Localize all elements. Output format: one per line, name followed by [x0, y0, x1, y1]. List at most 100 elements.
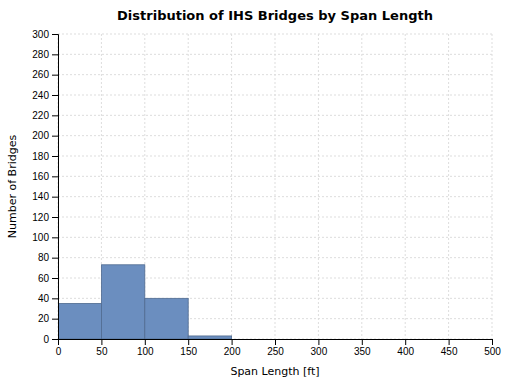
- tick: 20: [38, 313, 58, 324]
- tick-mark: [52, 176, 58, 177]
- bar: [362, 339, 405, 340]
- grid-line: [58, 176, 492, 177]
- tick: 80: [38, 252, 58, 263]
- bar: [405, 339, 448, 340]
- bar: [101, 265, 144, 339]
- tick-mark: [52, 95, 58, 96]
- tick-label: 20: [38, 313, 50, 324]
- tick-label: 180: [32, 151, 49, 162]
- bars: [58, 265, 232, 339]
- tick-label: 350: [354, 346, 371, 357]
- grid-line: [405, 34, 406, 339]
- tick-label: 140: [32, 191, 49, 202]
- tick: 200: [224, 339, 241, 357]
- tick-mark: [52, 136, 58, 137]
- tick-label: 200: [224, 346, 241, 357]
- tick: 400: [397, 339, 414, 357]
- tick-label: 120: [32, 212, 49, 223]
- bar: [232, 339, 275, 340]
- x-axis: 0 50 100 150 200 250 300 350 400 450 500: [56, 339, 502, 357]
- tick: 50: [96, 339, 108, 357]
- tick-label: 250: [267, 346, 284, 357]
- tick-mark: [52, 278, 58, 279]
- tick-mark: [52, 237, 58, 238]
- tick: 120: [32, 212, 58, 223]
- tick: 40: [38, 293, 58, 304]
- bar: [145, 298, 188, 339]
- tick-mark: [52, 319, 58, 320]
- tick-label: 200: [32, 130, 49, 141]
- tick-mark: [52, 258, 58, 259]
- tick-label: 280: [32, 49, 49, 60]
- tick-mark: [492, 339, 493, 345]
- axis-line: [52, 35, 59, 340]
- tick-mark: [52, 156, 58, 157]
- tick-label: 260: [32, 69, 49, 80]
- axis-line: [59, 340, 493, 346]
- tick-mark: [101, 339, 102, 345]
- tick-label: 60: [38, 273, 50, 284]
- tick: 300: [32, 29, 58, 40]
- tick-mark: [52, 115, 58, 116]
- grid-line: [231, 34, 232, 339]
- chart: 0 50 100 150 200 250 300 350 400 450 500 0 20 40 60 80 1…: [0, 0, 514, 385]
- tick-mark: [318, 339, 319, 345]
- tick: 160: [32, 171, 58, 182]
- tick-mark: [52, 298, 58, 299]
- tick-label: 450: [441, 346, 458, 357]
- tick: 300: [311, 339, 328, 357]
- tick-mark: [362, 339, 363, 345]
- tick-mark: [145, 339, 146, 345]
- tick-mark: [275, 339, 276, 345]
- tick: 240: [32, 90, 58, 101]
- tick: 200: [32, 130, 58, 141]
- tick: 250: [267, 339, 284, 357]
- tick-mark: [52, 197, 58, 198]
- tick-label: 40: [38, 293, 50, 304]
- tick-mark: [52, 54, 58, 55]
- grid-line: [58, 217, 492, 218]
- tick: 220: [32, 110, 58, 121]
- tick-label: 240: [32, 90, 49, 101]
- tick-label: 220: [32, 110, 49, 121]
- plot-area: 0 50 100 150 200 250 300 350 400 450 500 0 20 40 60 80 1…: [32, 29, 501, 357]
- tick: 180: [32, 151, 58, 162]
- tick-label: 100: [137, 346, 154, 357]
- tick: 60: [38, 273, 58, 284]
- grid-line: [188, 34, 189, 339]
- tick: 0: [56, 339, 62, 357]
- tick-label: 150: [180, 346, 197, 357]
- grid-line: [448, 34, 449, 339]
- grid-line: [275, 34, 276, 339]
- tick: 450: [441, 339, 458, 357]
- tick-label: 300: [311, 346, 328, 357]
- grid-line: [492, 34, 493, 339]
- tick-mark: [405, 339, 406, 345]
- grid-line: [318, 34, 319, 339]
- tick: 140: [32, 191, 58, 202]
- grid-line: [58, 95, 492, 96]
- tick: 0: [43, 334, 58, 345]
- tick: 150: [180, 339, 197, 357]
- tick-label: 0: [43, 334, 49, 345]
- bar: [318, 339, 361, 340]
- tick-label: 80: [38, 252, 50, 263]
- tick-mark: [232, 339, 233, 345]
- y-axis: 0204060801001201401601802002202402602803…: [32, 29, 58, 345]
- grid: [58, 34, 492, 339]
- tick-label: 160: [32, 171, 49, 182]
- title: Distribution of IHS Bridges by Span Leng…: [117, 8, 433, 23]
- tick: 260: [32, 69, 58, 80]
- bar: [188, 336, 231, 339]
- grid-line: [58, 237, 492, 238]
- y-axis-title: Number of Bridges: [6, 135, 19, 239]
- tick-label: 300: [32, 29, 49, 40]
- bar: [449, 339, 492, 340]
- tick: 500: [484, 339, 501, 357]
- grid-line: [58, 34, 492, 35]
- grid-line: [58, 257, 492, 258]
- grid-line: [58, 135, 492, 136]
- tick: 100: [137, 339, 154, 357]
- grid-line: [58, 196, 492, 197]
- grid-line: [361, 34, 362, 339]
